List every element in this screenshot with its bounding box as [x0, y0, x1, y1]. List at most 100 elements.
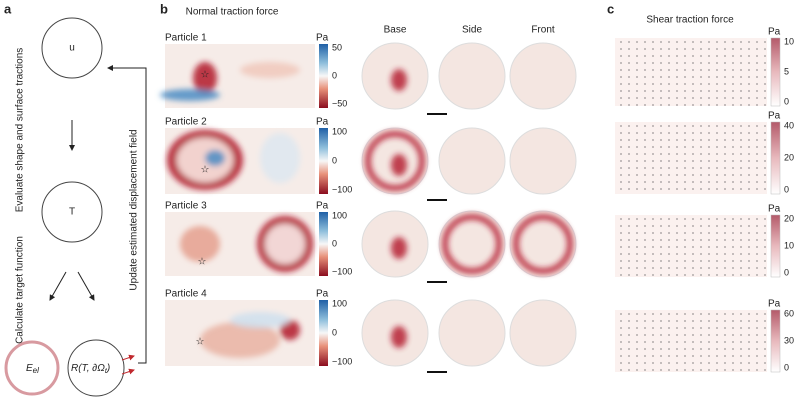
feature [240, 62, 300, 78]
colorbar-tick: 0 [332, 70, 337, 80]
residual-sub: t [105, 368, 108, 375]
colorbar-tick: −100 [332, 184, 352, 194]
star: ☆ [201, 70, 210, 81]
colorbar-tick: 20 [784, 213, 794, 223]
step-text: Calculate target function [15, 236, 26, 344]
shear-field [615, 310, 767, 372]
colorbar [770, 214, 781, 278]
colorbar [770, 309, 781, 373]
residual: R(T, ∂Ω [71, 363, 105, 374]
colorbar-tick: 0 [784, 184, 789, 194]
spot [391, 237, 407, 259]
feature [180, 226, 220, 262]
spot [391, 154, 407, 176]
colorbar-tick: 0 [784, 96, 789, 106]
colorbar [319, 300, 328, 366]
particle-name: Particle 3 [165, 201, 207, 212]
energy-sub: el [33, 366, 39, 375]
colorbar-tick: 50 [332, 42, 342, 52]
spot [391, 326, 407, 348]
colorbar-tick: 40 [784, 120, 794, 130]
colorbar [319, 44, 328, 108]
particle-name: Particle 4 [165, 289, 207, 300]
colorbar-tick: 10 [784, 36, 794, 46]
shape-u [41, 17, 103, 79]
residual-label: R(T, ∂Ωt) [71, 363, 110, 375]
ring [442, 214, 502, 274]
feature [265, 224, 305, 264]
colorbar-tick: 20 [784, 152, 794, 162]
colorbar-tick: 100 [332, 298, 347, 308]
spot [391, 69, 407, 91]
colorbar [770, 37, 781, 107]
shear-field [615, 215, 767, 277]
colorbar-unit: Pa [768, 27, 781, 38]
sphere-view [509, 210, 577, 278]
arrow [49, 271, 67, 301]
colorbar-tick: 0 [332, 327, 337, 337]
energy-label: Eel [26, 363, 39, 375]
colorbar-unit: Pa [316, 289, 329, 300]
colorbar-tick: 100 [332, 126, 347, 136]
colorbar [319, 128, 328, 194]
colorbar-tick: 0 [784, 267, 789, 277]
star: ☆ [198, 257, 207, 268]
feature [230, 312, 290, 328]
sphere-view [509, 299, 577, 367]
colorbar-unit: Pa [316, 201, 329, 212]
arrow [77, 271, 95, 301]
panel-label: b [160, 1, 168, 16]
arrow [121, 368, 135, 375]
sphere-view [438, 42, 506, 110]
colorbar-tick: 10 [784, 240, 794, 250]
colorbar-tick: 0 [784, 362, 789, 372]
colorbar-tick: 0 [332, 155, 337, 165]
ring [513, 214, 573, 274]
colorbar-unit: Pa [316, 33, 329, 44]
colorbar [319, 212, 328, 276]
arrow [121, 354, 135, 361]
colorbar-tick: −100 [332, 356, 352, 366]
node-label: T [69, 207, 75, 218]
sphere-view [438, 127, 506, 195]
view-label: Base [384, 25, 407, 36]
heatmap-features [160, 62, 300, 101]
feature [280, 320, 300, 340]
view-label: Front [531, 25, 555, 36]
colorbar [770, 121, 781, 195]
colorbar-unit: Pa [768, 204, 781, 215]
step-text: Evaluate shape and surface tractions [15, 48, 26, 213]
sphere-view [509, 42, 577, 110]
panel-label: a [4, 1, 12, 16]
colorbar-unit: Pa [768, 299, 781, 310]
particle-name: Particle 1 [165, 33, 207, 44]
colorbar-tick: −50 [332, 98, 347, 108]
node-label: u [69, 43, 75, 54]
star: ☆ [201, 165, 210, 176]
feature [260, 133, 300, 183]
colorbar-tick: 60 [784, 308, 794, 318]
shear-field [615, 38, 767, 106]
heatmap-features [180, 216, 313, 272]
ring [365, 131, 425, 191]
colorbar-unit: Pa [316, 117, 329, 128]
shape-e [4, 340, 60, 396]
colorbar-tick: 30 [784, 335, 794, 345]
sphere-view [438, 210, 506, 278]
residual-end: ) [106, 363, 110, 374]
heatmap-features [200, 312, 300, 358]
energy: E [26, 363, 33, 374]
feature [200, 322, 280, 358]
sphere-view [509, 127, 577, 195]
shape-t [41, 181, 103, 243]
feature [193, 62, 217, 94]
colorbar-tick: 0 [332, 238, 337, 248]
colorbar-tick: −100 [332, 266, 352, 276]
view-label: Side [462, 25, 482, 36]
feature [205, 150, 225, 166]
sphere-view [438, 299, 506, 367]
feature [160, 89, 220, 101]
panel-label: c [607, 1, 614, 16]
colorbar-unit: Pa [768, 111, 781, 122]
